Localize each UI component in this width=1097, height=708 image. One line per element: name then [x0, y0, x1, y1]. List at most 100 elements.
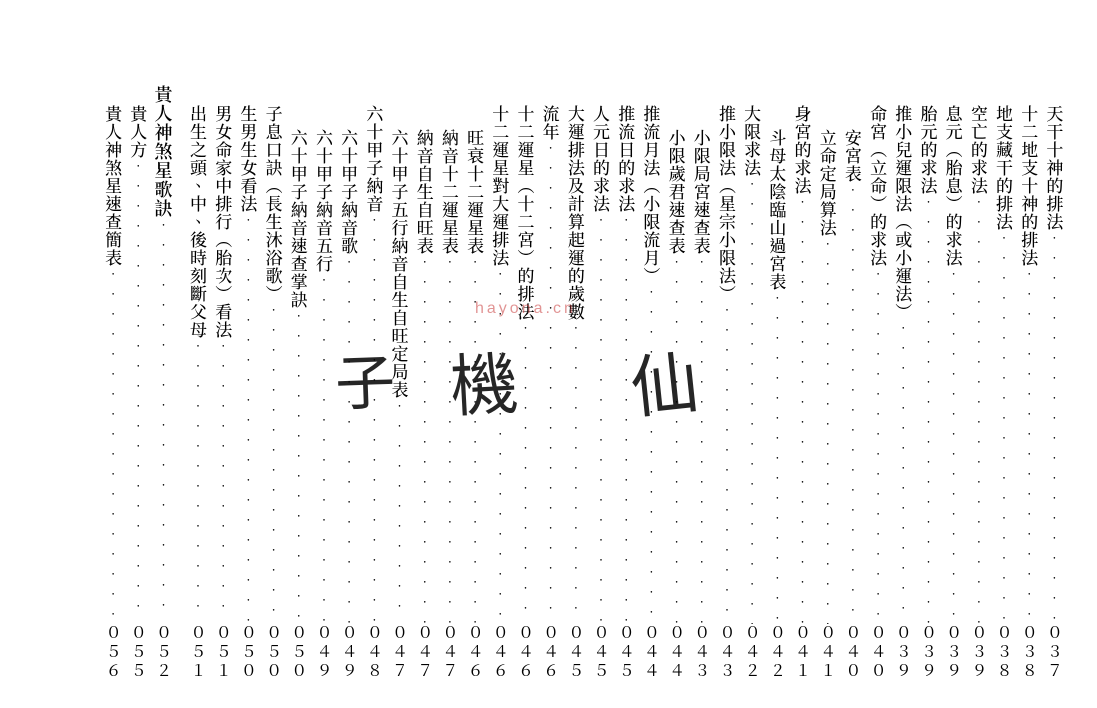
toc-entry-title: 身宮的求法 [791, 85, 815, 195]
toc-leader-dots: ．．．．．．．．．．．．．．．．．．．．．．．．．．．．．．．．．．．．．．．． [891, 321, 915, 624]
toc-entry-page: ０４６ [488, 624, 512, 683]
toc-entry: 身宮的求法．．．．．．．．．．．．．．．．．．．．．．．．．．．．．．．．．．．… [791, 85, 815, 683]
toc-entry: 地支藏干的排法．．．．．．．．．．．．．．．．．．．．．．．．．．．．．．．．．… [992, 85, 1016, 683]
toc-leader-dots: ．．．．．．．．．．．．．．．．．．．．．．．．．．．．．．．．．．．．．．．． [312, 273, 336, 624]
toc-entry: 小限局宮速查表．．．．．．．．．．．．．．．．．．．．．．．．．．．．．．．．．… [690, 85, 714, 683]
toc-leader-dots: ．．．．．．．．．．．．．．．．．．．．．．．．．．．．．．．．．．．．．．．． [236, 213, 260, 624]
toc-entry-page: ０４４ [639, 624, 663, 683]
toc-entry-title: 胎元的求法 [916, 85, 940, 195]
toc-leader-dots: ．．．．．．．．．．．．．．．．．．．．．．．．．．．．．．．．．．．．．．．． [186, 339, 210, 624]
toc-entry: 十二運星對大運排法．．．．．．．．．．．．．．．．．．．．．．．．．．．．．．．… [488, 85, 512, 683]
toc-entry-page: ０５２ [151, 624, 175, 683]
toc-entry-title: 男女命家中排行（胎次）看法 [211, 85, 235, 339]
toc-leader-dots: ．．．．．．．．．．．．．．．．．．．．．．．．．．．．．．．．．．．．．．．． [211, 339, 235, 624]
toc-entry-title: 貴人神煞星歌訣 [151, 85, 175, 218]
toc-entry-title: 推流月法（小限流月） [639, 85, 663, 285]
toc-entry-title: 六十甲子納音歌 [337, 85, 361, 255]
toc-leader-dots: ．．．．．．．．．．．．．．．．．．．．．．．．．．．．．．．．．．．．．．．． [614, 213, 638, 624]
toc-leader-dots: ．．．．．．．．．．．．．．．．．．．．．．．．．．．．．．．．．．．．．．．． [362, 213, 386, 624]
toc-entry-page: ０４３ [690, 624, 714, 683]
toc-leader-dots: ．．．．．．．．．．．．．．．．．．．．．．．．．．．．．．．．．．．．．．．． [967, 195, 991, 624]
toc-entry: 大運排法及計算起運的歲數．．．．．．．．．．．．．．．．．．．．．．．．．．．．… [564, 85, 588, 683]
toc-entry: 天干十神的排法．．．．．．．．．．．．．．．．．．．．．．．．．．．．．．．．．… [1042, 85, 1066, 683]
toc-entry-title: 斗母太陰臨山過宮表 [765, 85, 789, 291]
toc-entry-page: ０５１ [186, 624, 210, 683]
toc-entry-page: ０４９ [312, 624, 336, 683]
toc-entry: 六十甲子納音歌．．．．．．．．．．．．．．．．．．．．．．．．．．．．．．．．．… [337, 85, 361, 683]
toc-entry: 貴人神煞星速查簡表．．．．．．．．．．．．．．．．．．．．．．．．．．．．．．．… [101, 85, 125, 683]
toc-entry: 推小限法（星宗小限法）．．．．．．．．．．．．．．．．．．．．．．．．．．．．．… [715, 85, 739, 683]
toc-entry-page: ０４７ [388, 624, 412, 683]
toc-entry: 貴人方．．．．．．．．．．．．．．．．．．．．．．．．．．．．．．．．．．．．．… [126, 85, 150, 683]
toc-entry: 子息口訣（長生沐浴歌）．．．．．．．．．．．．．．．．．．．．．．．．．．．．．… [262, 85, 286, 683]
toc-entry-page: ０４３ [715, 624, 739, 683]
toc-entry: 出生之頭、中、後時刻斷父母．．．．．．．．．．．．．．．．．．．．．．．．．．．… [186, 85, 210, 683]
toc-entry-page: ０４２ [765, 624, 789, 683]
toc-entry-page: ０３８ [1017, 624, 1041, 683]
toc-entry-title: 六十甲子納音速查掌訣 [287, 85, 311, 309]
toc-entry-title: 大運排法及計算起運的歲數 [564, 85, 588, 321]
toc-entry-title: 十二運星對大運排法 [488, 85, 512, 267]
toc-leader-dots: ．．．．．．．．．．．．．．．．．．．．．．．．．．．．．．．．．．．．．．．． [388, 399, 412, 624]
toc-columns: 天干十神的排法．．．．．．．．．．．．．．．．．．．．．．．．．．．．．．．．．… [60, 85, 1067, 683]
toc-entry-page: ０３９ [942, 624, 966, 683]
toc-leader-dots: ．．．．．．．．．．．．．．．．．．．．．．．．．．．．．．．．．．．．．．．． [539, 141, 563, 624]
toc-entry-page: ０４２ [740, 624, 764, 683]
toc-entry-page: ０４６ [539, 624, 563, 683]
toc-leader-dots: ．．．．．．．．．．．．．．．．．．．．．．．．．．．．．．．．．．．．．．．． [564, 321, 588, 624]
toc-entry: 納音自生自旺表．．．．．．．．．．．．．．．．．．．．．．．．．．．．．．．．．… [413, 85, 437, 683]
toc-entry: 胎元的求法．．．．．．．．．．．．．．．．．．．．．．．．．．．．．．．．．．．… [916, 85, 940, 683]
toc-entry-title: 人元日的求法 [589, 85, 613, 213]
toc-section-entry: 貴人神煞星歌訣．．．．．．．．．．．．．．．．．．．．．．．．．．．．．．．．．… [151, 85, 175, 683]
toc-entry-title: 流年 [539, 85, 563, 141]
toc-entry-page: ０４７ [438, 624, 462, 683]
toc-entry: 六十甲子納音速查掌訣．．．．．．．．．．．．．．．．．．．．．．．．．．．．．．… [287, 85, 311, 683]
toc-leader-dots: ．．．．．．．．．．．．．．．．．．．．．．．．．．．．．．．．．．．．．．．． [513, 321, 537, 624]
toc-entry: 推小兒運限法（或小運法）．．．．．．．．．．．．．．．．．．．．．．．．．．．．… [891, 85, 915, 683]
toc-entry-title: 推流日的求法 [614, 85, 638, 213]
toc-entry: 命宮（立命）的求法．．．．．．．．．．．．．．．．．．．．．．．．．．．．．．．… [866, 85, 890, 683]
toc-entry-title: 生男生女看法 [236, 85, 260, 213]
toc-entry: 六十甲子五行納音自生自旺定局表．．．．．．．．．．．．．．．．．．．．．．．．．… [388, 85, 412, 683]
toc-entry-page: ０４６ [463, 624, 487, 683]
toc-entry-page: ０５１ [211, 624, 235, 683]
toc-entry-title: 命宮（立命）的求法 [866, 85, 890, 267]
toc-leader-dots: ．．．．．．．．．．．．．．．．．．．．．．．．．．．．．．．．．．．．．．．． [639, 285, 663, 624]
toc-leader-dots: ．．．．．．．．．．．．．．．．．．．．．．．．．．．．．．．．．．．．．．．． [262, 303, 286, 624]
toc-entry-title: 貴人神煞星速查簡表 [101, 85, 125, 267]
toc-leader-dots: ．．．．．．．．．．．．．．．．．．．．．．．．．．．．．．．．．．．．．．．． [715, 303, 739, 624]
toc-entry-title: 旺衰十二運星表 [463, 85, 487, 255]
toc-entry-title: 立命定局算法 [816, 85, 840, 237]
toc-entry: 安宮表．．．．．．．．．．．．．．．．．．．．．．．．．．．．．．．．．．．．．… [841, 85, 865, 683]
toc-leader-dots: ．．．．．．．．．．．．．．．．．．．．．．．．．．．．．．．．．．．．．．．． [665, 255, 689, 624]
toc-leader-dots: ．．．．．．．．．．．．．．．．．．．．．．．．．．．．．．．．．．．．．．．． [841, 183, 865, 624]
toc-entry: 小限歲君速查表．．．．．．．．．．．．．．．．．．．．．．．．．．．．．．．．．… [665, 85, 689, 683]
toc-leader-dots: ．．．．．．．．．．．．．．．．．．．．．．．．．．．．．．．．．．．．．．．． [151, 218, 175, 624]
toc-leader-dots: ．．．．．．．．．．．．．．．．．．．．．．．．．．．．．．．．．．．．．．．． [942, 267, 966, 624]
toc-entry-page: ０４５ [614, 624, 638, 683]
toc-entry-page: ０３８ [992, 624, 1016, 683]
toc-leader-dots: ．．．．．．．．．．．．．．．．．．．．．．．．．．．．．．．．．．．．．．．． [287, 309, 311, 624]
toc-entry-title: 安宮表 [841, 85, 865, 183]
toc-leader-dots: ．．．．．．．．．．．．．．．．．．．．．．．．．．．．．．．．．．．．．．．． [690, 255, 714, 624]
toc-entry: 生男生女看法．．．．．．．．．．．．．．．．．．．．．．．．．．．．．．．．．．… [236, 85, 260, 683]
toc-entry: 男女命家中排行（胎次）看法．．．．．．．．．．．．．．．．．．．．．．．．．．．… [211, 85, 235, 683]
toc-leader-dots: ．．．．．．．．．．．．．．．．．．．．．．．．．．．．．．．．．．．．．．．． [413, 255, 437, 624]
toc-entry-page: ０４０ [866, 624, 890, 683]
toc-entry: 立命定局算法．．．．．．．．．．．．．．．．．．．．．．．．．．．．．．．．．．… [816, 85, 840, 683]
toc-leader-dots: ．．．．．．．．．．．．．．．．．．．．．．．．．．．．．．．．．．．．．．．． [1042, 231, 1066, 624]
toc-entry: 六十甲子納音．．．．．．．．．．．．．．．．．．．．．．．．．．．．．．．．．．… [362, 85, 386, 683]
toc-entry-title: 六十甲子納音五行 [312, 85, 336, 273]
toc-entry: 推流月法（小限流月）．．．．．．．．．．．．．．．．．．．．．．．．．．．．．．… [639, 85, 663, 683]
toc-entry: 人元日的求法．．．．．．．．．．．．．．．．．．．．．．．．．．．．．．．．．．… [589, 85, 613, 683]
toc-entry: 十二運星（十二宮）的排法．．．．．．．．．．．．．．．．．．．．．．．．．．．．… [513, 85, 537, 683]
toc-leader-dots: ．．．．．．．．．．．．．．．．．．．．．．．．．．．．．．．．．．．．．．．． [1017, 267, 1041, 624]
toc-entry-title: 小限局宮速查表 [690, 85, 714, 255]
toc-page: 天干十神的排法．．．．．．．．．．．．．．．．．．．．．．．．．．．．．．．．．… [0, 0, 1097, 708]
toc-entry-page: ０５５ [126, 624, 150, 683]
toc-entry-page: ０３９ [967, 624, 991, 683]
toc-entry: 六十甲子納音五行．．．．．．．．．．．．．．．．．．．．．．．．．．．．．．．．… [312, 85, 336, 683]
toc-leader-dots: ．．．．．．．．．．．．．．．．．．．．．．．．．．．．．．．．．．．．．．．． [816, 237, 840, 624]
toc-entry-page: ０３７ [1042, 624, 1066, 683]
toc-entry-page: ０３９ [916, 624, 940, 683]
